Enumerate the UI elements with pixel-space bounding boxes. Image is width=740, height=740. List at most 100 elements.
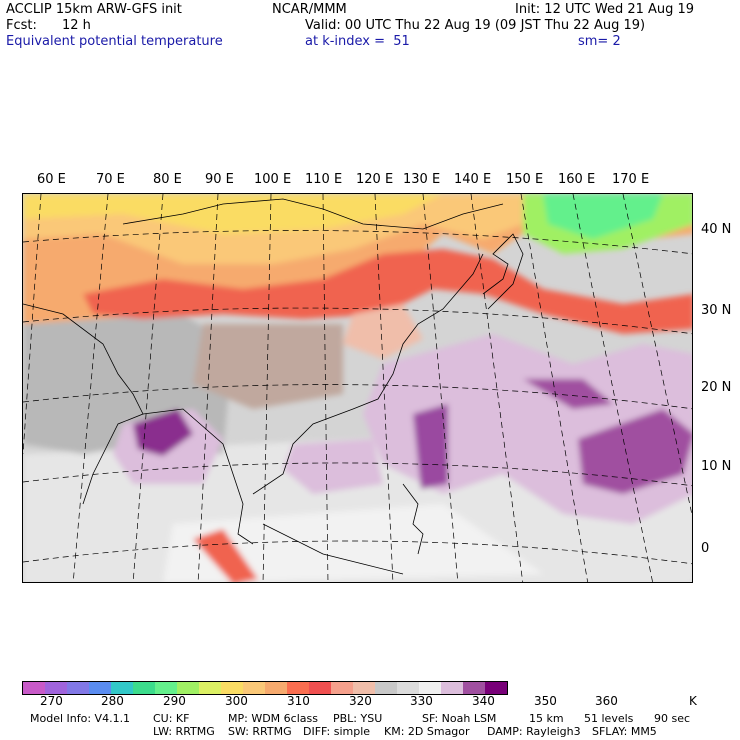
lon-label: 110 E	[305, 172, 343, 187]
theta-e-map	[22, 193, 693, 583]
typhoon-dark	[413, 404, 448, 489]
colorbar	[22, 681, 508, 695]
colorbar-swatch	[89, 682, 111, 694]
jet-band	[83, 249, 692, 334]
lon-label: 170 E	[612, 172, 650, 187]
parallel-20n	[23, 384, 692, 410]
china-coast	[252, 253, 484, 495]
colorbar-swatch	[265, 682, 287, 694]
meridian	[622, 194, 692, 517]
philippines-coast	[402, 483, 424, 555]
colorbar-label: 270	[40, 694, 63, 708]
lon-label: 160 E	[558, 172, 596, 187]
longwave: LW: RRTMG	[153, 725, 215, 738]
colorbar-label: 300	[225, 694, 248, 708]
colorbar-unit: K	[689, 694, 697, 708]
sfclay: SFLAY: MM5	[592, 725, 657, 738]
smoothing: sm= 2	[578, 34, 621, 49]
colorbar-swatch	[111, 682, 133, 694]
resolution: 15 km	[529, 712, 564, 725]
colorbar-swatch	[485, 682, 507, 694]
field-name: Equivalent potential temperature	[6, 34, 223, 49]
bengal-dark	[133, 409, 193, 456]
lon-label: 80 E	[153, 172, 182, 187]
institution: NCAR/MMM	[272, 2, 347, 17]
colorbar-swatch	[353, 682, 375, 694]
vertical-level: at k-index = 51	[305, 34, 410, 49]
map-canvas	[23, 194, 692, 582]
damping: DAMP: Rayleigh3	[487, 725, 581, 738]
india-coast	[23, 303, 144, 505]
colorbar-swatch	[133, 682, 155, 694]
borneo-coast	[262, 523, 404, 575]
meridian	[322, 194, 329, 582]
colorbar-label: 340	[472, 694, 495, 708]
colorbar-swatch	[441, 682, 463, 694]
timestep: 90 sec	[654, 712, 691, 725]
lon-label: 100 E	[254, 172, 292, 187]
lat-label: 10 N	[701, 459, 732, 474]
meridian	[572, 194, 653, 582]
colorbar-swatch	[309, 682, 331, 694]
colorbar-swatch	[419, 682, 441, 694]
meridian	[422, 194, 459, 582]
lon-label: 130 E	[403, 172, 441, 187]
parallel-10n	[23, 462, 692, 487]
sumatra-red	[193, 529, 258, 582]
lon-label: 150 E	[506, 172, 544, 187]
colorbar-swatch	[199, 682, 221, 694]
microphysics: MP: WDM 6class	[228, 712, 318, 725]
colorbar-swatch	[331, 682, 353, 694]
meridian	[132, 194, 164, 582]
meridian	[374, 194, 394, 582]
meridian	[262, 194, 272, 582]
diffusion: DIFF: simple	[303, 725, 371, 738]
colorbar-label: 360	[595, 694, 618, 708]
colorbar-swatch	[221, 682, 243, 694]
colorbar-label: 330	[410, 694, 433, 708]
lon-label: 60 E	[37, 172, 66, 187]
meridian	[197, 194, 219, 582]
colorbar-swatch	[463, 682, 485, 694]
lat-label: 20 N	[701, 380, 732, 395]
model-version: Model Info: V4.1.1	[30, 712, 131, 725]
scs-light	[283, 439, 383, 494]
ne-purple	[523, 379, 613, 409]
lon-label: 70 E	[96, 172, 125, 187]
tibet-plateau	[193, 324, 343, 409]
lon-label: 120 E	[356, 172, 394, 187]
colorbar-swatch	[177, 682, 199, 694]
km-option: KM: 2D Smagor	[384, 725, 470, 738]
colorbar-label: 290	[163, 694, 186, 708]
colorbar-swatch	[155, 682, 177, 694]
lat-label: 40 N	[701, 222, 732, 237]
surface-scheme: SF: Noah LSM	[422, 712, 497, 725]
parallel-40n	[23, 230, 692, 255]
shortwave: SW: RRTMG	[228, 725, 292, 738]
meridian	[470, 194, 524, 582]
colorbar-label: 310	[287, 694, 310, 708]
valid-time: Valid: 00 UTC Thu 22 Aug 19 (09 JST Thu …	[305, 18, 646, 33]
band-300	[543, 194, 663, 239]
model-title: ACCLIP 15km ARW-GFS init	[6, 2, 182, 17]
init-time: Init: 12 UTC Wed 21 Aug 19	[515, 2, 695, 17]
parallel-0	[23, 540, 692, 565]
lat-label: 0	[701, 541, 710, 556]
forecast-label: Fcst:	[6, 18, 37, 33]
meridian	[23, 194, 42, 455]
wpac-dark	[578, 409, 692, 494]
colorbar-swatch	[67, 682, 89, 694]
meridian	[520, 194, 589, 582]
bay-coast	[142, 408, 254, 545]
colorbar-swatch	[243, 682, 265, 694]
white-patch	[163, 504, 543, 582]
forecast-hour: 12 h	[62, 18, 91, 33]
colorbar-label: 320	[349, 694, 372, 708]
lon-label: 90 E	[205, 172, 234, 187]
japan-coast	[482, 233, 524, 310]
levels: 51 levels	[584, 712, 634, 725]
colorbar-swatch	[23, 682, 45, 694]
lat-label: 30 N	[701, 303, 732, 318]
lon-label: 140 E	[454, 172, 492, 187]
colorbar-swatch	[287, 682, 309, 694]
